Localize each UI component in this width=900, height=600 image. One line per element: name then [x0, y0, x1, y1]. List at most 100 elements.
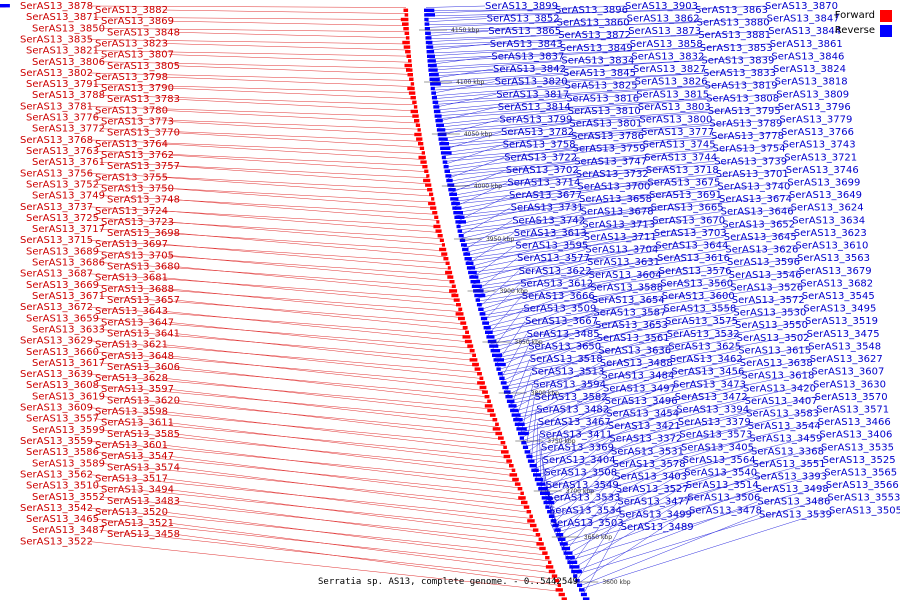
forward-feature [432, 211, 438, 215]
reverse-gene-label: SerAS13_3801 [569, 118, 642, 129]
reverse-gene-label: SerAS13_3604 [589, 270, 662, 281]
reverse-gene-label: SerAS13_3525 [823, 455, 896, 466]
reverse-feature [547, 510, 552, 514]
reverse-connector [456, 182, 788, 219]
forward-feature [443, 257, 449, 261]
reverse-connector [576, 514, 620, 581]
forward-gene-label: SerAS13_3589 [32, 458, 105, 469]
forward-gene-label: SerAS13_3772 [32, 124, 105, 135]
reverse-gene-label: SerAS13_3550 [735, 320, 808, 331]
forward-feature [418, 155, 426, 160]
reverse-gene-label: SerAS13_3713 [582, 219, 655, 230]
reverse-connector [515, 371, 532, 421]
reverse-feature [556, 533, 564, 537]
reverse-connector [438, 110, 708, 131]
forward-feature [439, 247, 447, 252]
reverse-connector [523, 388, 744, 444]
reverse-gene-label: SerAS13_3535 [821, 442, 894, 453]
forward-connector [87, 440, 518, 483]
forward-feature [469, 358, 478, 362]
reverse-connector [428, 43, 630, 57]
reverse-connector [450, 169, 506, 193]
forward-gene-label: SerAS13_3871 [26, 12, 99, 23]
reverse-connector [543, 434, 680, 498]
reverse-gene-label: SerAS13_3674 [719, 194, 792, 205]
reverse-gene-label: SerAS13_3526 [730, 282, 803, 293]
reverse-feature [545, 505, 550, 509]
reverse-connector [448, 161, 575, 182]
forward-feature [420, 160, 427, 164]
reverse-connector [554, 459, 683, 527]
reverse-connector [530, 409, 537, 464]
forward-connector [168, 288, 463, 318]
reverse-gene-label: SerAS13_3565 [824, 468, 897, 479]
forward-connector [174, 433, 516, 477]
reverse-feature [511, 413, 521, 417]
reverse-connector [518, 375, 742, 430]
reverse-gene-label: SerAS13_3578 [613, 459, 686, 470]
genome-caption: Serratia sp. AS13, complete genome. - 0.… [318, 577, 579, 587]
forward-feature [403, 45, 411, 49]
reverse-connector [457, 198, 580, 225]
reverse-feature [441, 155, 446, 160]
forward-feature [535, 533, 541, 537]
reverse-gene-label: SerAS13_3368 [751, 446, 824, 457]
reverse-connector [495, 308, 804, 362]
reverse-gene-label: SerAS13_3808 [706, 93, 779, 104]
forward-feature [404, 63, 412, 68]
forward-connector [162, 511, 549, 562]
reverse-feature [433, 105, 440, 109]
reverse-gene-label: SerAS13_3573 [679, 430, 752, 441]
forward-feature [462, 335, 471, 339]
reverse-gene-label: SerAS13_3498 [756, 484, 829, 495]
reverse-connector [532, 409, 677, 470]
reverse-connector [511, 362, 600, 410]
reverse-gene-label: SerAS13_3849 [560, 43, 633, 54]
forward-connector [168, 522, 555, 574]
forward-gene-label: SerAS13_3606 [107, 362, 180, 373]
reverse-gene-label: SerAS13_3860 [557, 18, 630, 29]
forward-feature [437, 234, 443, 238]
reverse-connector [512, 358, 670, 413]
reverse-gene-label: SerAS13_3626 [725, 245, 798, 256]
reverse-gene-label: SerAS13_3795 [708, 106, 781, 117]
reverse-connector [437, 110, 568, 125]
forward-connector [87, 340, 480, 373]
reverse-feature [538, 487, 548, 491]
forward-connector [174, 467, 530, 513]
reverse-gene-label: SerAS13_3405 [681, 442, 754, 453]
forward-feature [514, 482, 521, 486]
forward-gene-label: SerAS13_3547 [101, 451, 174, 462]
forward-feature [410, 82, 415, 86]
reverse-feature [457, 229, 463, 233]
forward-gene-label: SerAS13_3574 [107, 462, 180, 473]
legend-reverse: Reverse [835, 23, 892, 38]
reverse-gene-label: SerAS13_3544 [748, 421, 821, 432]
reverse-connector [454, 186, 578, 211]
forward-feature [520, 491, 524, 495]
reverse-gene-label: SerAS13_3622 [519, 266, 592, 277]
reverse-gene-label: SerAS13_3627 [810, 354, 883, 365]
connector-lines [87, 5, 830, 595]
reverse-gene-label: SerAS13_3372 [609, 434, 682, 445]
reverse-gene-label: SerAS13_3759 [573, 144, 646, 155]
forward-feature [506, 459, 512, 463]
reverse-gene-label: SerAS13_3577 [517, 253, 590, 264]
forward-gene-label: SerAS13_3597 [101, 384, 174, 395]
forward-feature [477, 381, 485, 385]
forward-feature [492, 418, 498, 422]
reverse-gene-label: SerAS13_3703 [654, 228, 727, 239]
forward-feature [414, 132, 422, 137]
forward-gene-label: SerAS13_3763 [26, 146, 99, 157]
reverse-feature [478, 307, 484, 311]
reverse-feature [468, 270, 477, 275]
forward-connector [93, 50, 410, 57]
forward-connector [168, 121, 420, 136]
forward-connector [99, 362, 488, 398]
forward-feature [415, 123, 421, 127]
forward-gene-label: SerAS13_3762 [101, 150, 174, 161]
forward-connector [93, 16, 407, 20]
reverse-feature [567, 560, 578, 564]
forward-gene-label: SerAS13_3552 [32, 492, 105, 503]
reverse-connector [506, 350, 599, 396]
